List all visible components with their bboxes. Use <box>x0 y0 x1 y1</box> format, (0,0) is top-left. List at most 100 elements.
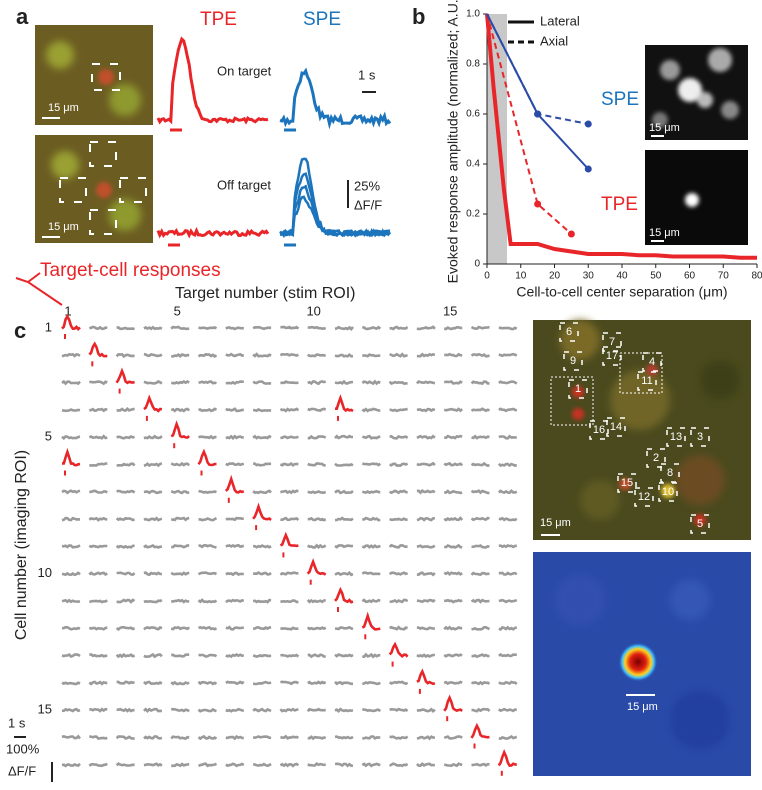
trace <box>443 680 463 686</box>
x-tick-label: 40 <box>616 271 628 282</box>
trace <box>361 544 381 549</box>
trace <box>143 489 163 495</box>
trace <box>416 626 436 631</box>
trace <box>89 653 108 658</box>
trace <box>116 489 136 494</box>
trace <box>443 461 464 467</box>
trace <box>252 408 272 413</box>
trace <box>498 434 517 440</box>
trace <box>470 571 490 576</box>
trace <box>225 326 244 331</box>
trace <box>225 516 244 522</box>
off-target-label: Off target <box>217 177 271 192</box>
trace <box>498 380 518 385</box>
trace <box>443 570 463 577</box>
trace <box>361 598 381 604</box>
trace <box>416 516 436 522</box>
x-tick-label: 50 <box>650 271 662 282</box>
roi-label: 4 <box>649 356 655 368</box>
trace <box>225 762 245 768</box>
trace <box>334 434 353 440</box>
tpe-title: TPE <box>200 9 237 30</box>
trace <box>156 36 269 125</box>
roi-label: 11 <box>641 375 652 387</box>
trace <box>198 625 218 631</box>
arrow <box>15 272 63 306</box>
trace <box>443 407 464 413</box>
trace <box>225 462 245 467</box>
trace <box>334 352 354 358</box>
roi-box <box>690 514 710 534</box>
trace <box>471 626 490 631</box>
trace <box>362 708 382 713</box>
time-scale-label: 1 s <box>8 715 26 730</box>
trace <box>170 625 191 631</box>
trace <box>88 544 108 549</box>
response-trace <box>224 474 245 494</box>
roi-box <box>559 322 579 342</box>
trace <box>470 489 490 495</box>
trace <box>416 544 436 549</box>
trace <box>361 571 381 576</box>
x-tick-label: 0 <box>484 271 490 282</box>
trace <box>143 380 163 385</box>
trace <box>280 599 299 604</box>
y-axis-title: Evoked response amplitude (normalized; A… <box>445 0 461 283</box>
trace <box>361 379 381 386</box>
roi-label: 2 <box>653 452 659 464</box>
trace <box>334 571 354 577</box>
roi-label: 13 <box>670 431 682 443</box>
roi-label: 3 <box>697 431 703 443</box>
trace <box>171 653 190 658</box>
trace <box>416 461 436 467</box>
trace <box>280 489 299 495</box>
response-trace <box>361 611 381 631</box>
trace <box>116 407 135 412</box>
trace <box>280 380 299 385</box>
trace <box>334 680 353 686</box>
response-trace <box>61 314 81 332</box>
trace <box>443 489 463 495</box>
roi-box <box>589 420 609 440</box>
y-axis-title: Cell number (imaging ROI) <box>13 450 30 640</box>
trace <box>470 516 490 522</box>
trace <box>61 707 81 713</box>
trace <box>115 735 135 740</box>
x-axis-title: Cell-to-cell center separation (μm) <box>516 284 727 300</box>
trace <box>252 489 272 495</box>
trace <box>116 326 135 331</box>
trace <box>61 544 81 549</box>
trace <box>362 516 381 522</box>
roi-label: 5 <box>697 518 703 530</box>
trace <box>416 598 436 604</box>
trace <box>389 735 409 740</box>
trace <box>306 707 326 713</box>
trace <box>252 680 272 686</box>
trace <box>334 762 354 768</box>
trace <box>389 325 409 331</box>
trace <box>225 652 245 659</box>
roi-box <box>602 346 622 366</box>
trace <box>198 380 217 385</box>
trace <box>416 434 436 440</box>
trace <box>470 461 490 467</box>
response-trace <box>306 558 327 576</box>
trace <box>444 434 463 440</box>
y-tick-label: 0.6 <box>466 109 480 120</box>
y-tick-label: 1.0 <box>466 9 480 20</box>
trace <box>307 325 327 330</box>
trace <box>252 380 272 385</box>
data-point <box>534 110 542 118</box>
trace <box>61 571 81 577</box>
trace <box>143 735 163 740</box>
trace <box>307 353 326 358</box>
trace <box>115 652 136 659</box>
trace <box>307 407 327 412</box>
trace <box>388 762 409 768</box>
trace <box>61 625 81 631</box>
trace <box>280 516 300 522</box>
trace <box>497 462 518 468</box>
y-tick-label: 0 <box>474 259 480 270</box>
trace <box>61 734 81 740</box>
